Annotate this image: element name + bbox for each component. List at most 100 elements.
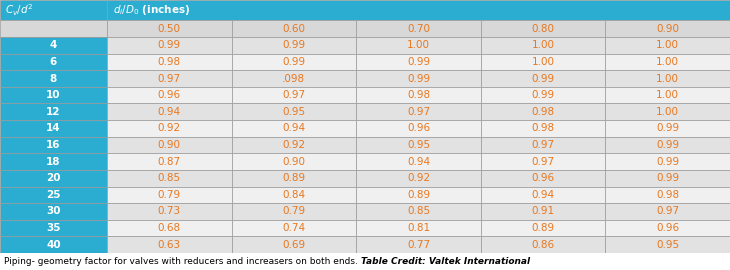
Bar: [0, 87, 107, 103]
Text: Table Credit: Valtek International: Table Credit: Valtek International: [361, 257, 530, 266]
Text: 0.90: 0.90: [656, 23, 679, 33]
Text: 30: 30: [46, 207, 61, 217]
Text: 0.94: 0.94: [283, 123, 305, 133]
Text: 0.98: 0.98: [656, 190, 679, 200]
Text: 0.74: 0.74: [283, 223, 305, 233]
Bar: [107, 187, 231, 203]
Bar: [231, 20, 356, 37]
Text: 0.79: 0.79: [283, 207, 305, 217]
Text: 14: 14: [46, 123, 61, 133]
Text: 0.99: 0.99: [531, 73, 555, 83]
Text: 0.96: 0.96: [531, 173, 555, 183]
Bar: [481, 54, 605, 70]
Bar: [481, 220, 605, 236]
Text: 16: 16: [46, 140, 61, 150]
Bar: [356, 54, 481, 70]
Text: 0.97: 0.97: [531, 157, 555, 167]
Bar: [0, 236, 107, 253]
Text: 1.00: 1.00: [407, 40, 430, 50]
Bar: [481, 120, 605, 137]
Text: 12: 12: [46, 107, 61, 117]
Bar: [0, 120, 107, 137]
Bar: [605, 187, 730, 203]
Text: 0.99: 0.99: [656, 123, 679, 133]
Text: 0.99: 0.99: [656, 140, 679, 150]
Bar: [0, 187, 107, 203]
Text: 0.73: 0.73: [158, 207, 181, 217]
Text: 0.85: 0.85: [158, 173, 181, 183]
Text: 0.97: 0.97: [407, 107, 430, 117]
Text: 0.94: 0.94: [407, 157, 430, 167]
Bar: [231, 203, 356, 220]
Text: 0.84: 0.84: [283, 190, 305, 200]
Text: 1.00: 1.00: [656, 40, 679, 50]
Bar: [605, 137, 730, 153]
Bar: [356, 187, 481, 203]
Bar: [356, 37, 481, 54]
Bar: [605, 203, 730, 220]
Text: 0.68: 0.68: [158, 223, 181, 233]
Text: 20: 20: [46, 173, 61, 183]
Text: 0.99: 0.99: [531, 90, 555, 100]
Text: 0.99: 0.99: [283, 40, 305, 50]
Bar: [0, 137, 107, 153]
Bar: [0, 37, 107, 54]
Bar: [231, 137, 356, 153]
Bar: [107, 120, 231, 137]
Text: 0.81: 0.81: [407, 223, 430, 233]
Bar: [356, 236, 481, 253]
Text: 0.98: 0.98: [407, 90, 430, 100]
Bar: [231, 220, 356, 236]
Text: 0.99: 0.99: [656, 173, 679, 183]
Text: 0.99: 0.99: [407, 57, 430, 67]
Text: 10: 10: [46, 90, 61, 100]
Text: 0.95: 0.95: [283, 107, 305, 117]
Bar: [107, 236, 231, 253]
Bar: [605, 236, 730, 253]
Bar: [231, 236, 356, 253]
Text: 18: 18: [46, 157, 61, 167]
Bar: [356, 70, 481, 87]
Bar: [481, 170, 605, 187]
Bar: [605, 220, 730, 236]
Bar: [356, 120, 481, 137]
Text: 1.00: 1.00: [656, 107, 679, 117]
Bar: [481, 37, 605, 54]
Bar: [356, 170, 481, 187]
Text: 0.90: 0.90: [158, 140, 181, 150]
Text: 0.69: 0.69: [283, 240, 305, 250]
Bar: [605, 170, 730, 187]
Bar: [605, 70, 730, 87]
Text: 0.99: 0.99: [407, 73, 430, 83]
Bar: [107, 0, 730, 20]
Text: 40: 40: [46, 240, 61, 250]
Text: 0.96: 0.96: [656, 223, 679, 233]
Text: 0.77: 0.77: [407, 240, 430, 250]
Text: 0.70: 0.70: [407, 23, 430, 33]
Bar: [356, 103, 481, 120]
Bar: [0, 153, 107, 170]
Bar: [107, 137, 231, 153]
Bar: [605, 87, 730, 103]
Text: 0.87: 0.87: [158, 157, 181, 167]
Bar: [481, 103, 605, 120]
Bar: [356, 87, 481, 103]
Text: 0.79: 0.79: [158, 190, 181, 200]
Bar: [107, 170, 231, 187]
Text: 1.00: 1.00: [531, 57, 555, 67]
Bar: [481, 87, 605, 103]
Text: 0.96: 0.96: [158, 90, 181, 100]
Text: 8: 8: [50, 73, 57, 83]
Text: 0.95: 0.95: [656, 240, 679, 250]
Bar: [356, 20, 481, 37]
Bar: [481, 203, 605, 220]
Bar: [481, 236, 605, 253]
Text: 0.98: 0.98: [158, 57, 181, 67]
Bar: [231, 170, 356, 187]
Bar: [107, 37, 231, 54]
Bar: [605, 20, 730, 37]
Bar: [0, 170, 107, 187]
Bar: [0, 54, 107, 70]
Bar: [0, 253, 730, 270]
Text: 0.89: 0.89: [531, 223, 555, 233]
